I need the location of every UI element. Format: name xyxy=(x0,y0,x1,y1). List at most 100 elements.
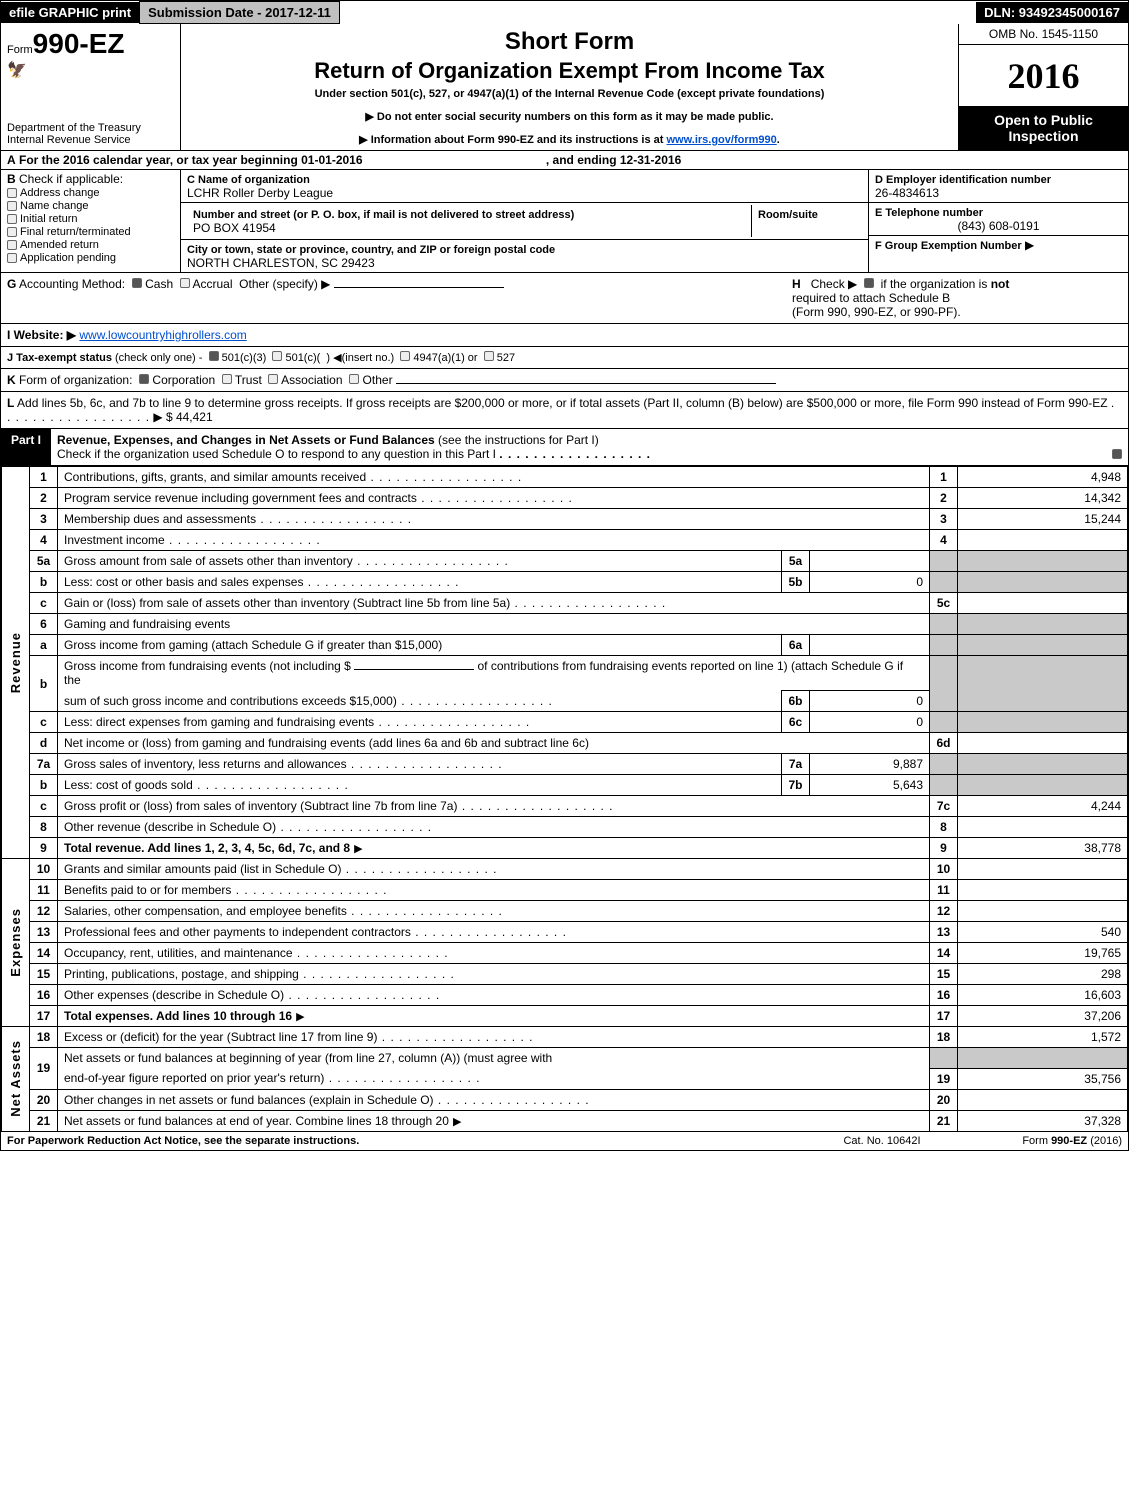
part1-title-sub: (see the instructions for Part I) xyxy=(438,433,599,447)
header-row: Form990-EZ 🦅 Department of the Treasury … xyxy=(1,24,1128,151)
irs-link[interactable]: www.irs.gov/form990 xyxy=(667,134,777,146)
line-7c: c Gross profit or (loss) from sales of i… xyxy=(2,796,1128,817)
cell-street: Number and street (or P. O. box, if mail… xyxy=(181,203,868,240)
l19-amt: 35,756 xyxy=(958,1068,1128,1089)
netassets-side-text: Net Assets xyxy=(8,1040,23,1117)
check-final[interactable]: Final return/terminated xyxy=(7,226,174,238)
l21-colnum: 21 xyxy=(930,1110,958,1131)
l5c-desc: Gain or (loss) from sale of assets other… xyxy=(58,593,930,614)
l19-desc1: Net assets or fund balances at beginning… xyxy=(58,1048,930,1069)
dln-label: DLN: 93492345000167 xyxy=(976,2,1128,23)
check-address[interactable]: Address change xyxy=(7,187,174,199)
a-end: , and ending 12-31-2016 xyxy=(546,153,681,167)
part1-title-cell: Revenue, Expenses, and Changes in Net As… xyxy=(51,429,1128,465)
l12-desc-text: Salaries, other compensation, and employ… xyxy=(64,904,347,918)
l6a-desc: Gross income from gaming (attach Schedul… xyxy=(58,635,782,656)
k-other-line[interactable] xyxy=(396,383,776,384)
j-4947-check-icon[interactable] xyxy=(400,351,410,361)
l6d-colnum: 6d xyxy=(930,733,958,754)
section-bcdef: B Check if applicable: Address change Na… xyxy=(1,170,1128,273)
g-label: G xyxy=(7,277,16,291)
l19-dots xyxy=(324,1071,480,1085)
line-18: Net Assets 18 Excess or (deficit) for th… xyxy=(2,1027,1128,1048)
h-not: not xyxy=(991,277,1010,291)
k-corp: Corporation xyxy=(152,373,215,387)
part1-title: Revenue, Expenses, and Changes in Net As… xyxy=(57,433,435,447)
l5b-desc: Less: cost or other basis and sales expe… xyxy=(58,572,782,593)
l20-num: 20 xyxy=(30,1089,58,1110)
check-initial[interactable]: Initial return xyxy=(7,213,174,225)
header-right: OMB No. 1545-1150 2016 Open to Public In… xyxy=(958,24,1128,150)
j-527-check-icon[interactable] xyxy=(484,351,494,361)
f-label: F Group Exemption Number xyxy=(875,240,1022,252)
l14-dots xyxy=(293,946,449,960)
part1-schedule-o-check-icon[interactable] xyxy=(1112,449,1122,459)
l14-colnum: 14 xyxy=(930,943,958,964)
l7b-shade1 xyxy=(930,775,958,796)
k-other-check-icon[interactable] xyxy=(349,374,359,384)
l6c-shade1 xyxy=(930,712,958,733)
l3-amt: 15,244 xyxy=(958,509,1128,530)
l21-amt: 37,328 xyxy=(958,1110,1128,1131)
l4-colnum: 4 xyxy=(930,530,958,551)
l7a-dots xyxy=(347,757,503,771)
l17-colnum: 17 xyxy=(930,1006,958,1027)
radio-cash-icon[interactable] xyxy=(132,278,142,288)
cell-ein: D Employer identification number 26-4834… xyxy=(869,170,1128,203)
l19-shade1 xyxy=(930,1048,958,1069)
l10-desc-text: Grants and similar amounts paid (list in… xyxy=(64,862,341,876)
l7b-inner-val: 5,643 xyxy=(810,775,930,796)
j-527: 527 xyxy=(497,352,515,364)
l1-colnum: 1 xyxy=(930,467,958,488)
footer-right-c: (2016) xyxy=(1087,1135,1122,1147)
l9-desc-text: Total revenue. Add lines 1, 2, 3, 4, 5c,… xyxy=(64,841,350,855)
check-address-label: Address change xyxy=(20,187,100,199)
omb-number: OMB No. 1545-1150 xyxy=(959,24,1128,45)
check-name[interactable]: Name change xyxy=(7,200,174,212)
l6-shade1 xyxy=(930,614,958,635)
l6b-fill[interactable] xyxy=(354,669,474,670)
footer-center: Cat. No. 10642I xyxy=(802,1135,962,1147)
part1-dots xyxy=(499,447,651,461)
l19-desc-text: Net assets or fund balances at beginning… xyxy=(64,1051,552,1065)
cash-label: Cash xyxy=(145,277,173,291)
l19-desc2-text: end-of-year figure reported on prior yea… xyxy=(64,1071,324,1085)
l6d-amt xyxy=(958,733,1128,754)
open-to-public: Open to Public Inspection xyxy=(959,106,1128,150)
h-checkbox-icon[interactable] xyxy=(864,278,874,288)
j-501c3-check-icon[interactable] xyxy=(209,351,219,361)
section-a-row: A For the 2016 calendar year, or tax yea… xyxy=(1,151,1128,170)
l9-num: 9 xyxy=(30,838,58,859)
l6b-shade2 xyxy=(958,656,1128,712)
warn2-pre: ▶ Information about Form 990-EZ and its … xyxy=(359,134,666,146)
l5b-inner-num: 5b xyxy=(782,572,810,593)
a-text: For the 2016 calendar year, or tax year … xyxy=(19,153,363,167)
j-501c-check-icon[interactable] xyxy=(272,351,282,361)
l7b-shade2 xyxy=(958,775,1128,796)
line-1: Revenue 1 Contributions, gifts, grants, … xyxy=(2,467,1128,488)
check-pending[interactable]: Application pending xyxy=(7,252,174,264)
l5a-inner-val xyxy=(810,551,930,572)
l-label: L xyxy=(7,396,14,410)
room-lbl: Room/suite xyxy=(758,209,818,221)
warn2-post: . xyxy=(777,134,780,146)
l5b-inner-val: 0 xyxy=(810,572,930,593)
l6-desc: Gaming and fundraising events xyxy=(58,614,930,635)
footer-right: Form 990-EZ (2016) xyxy=(962,1135,1122,1147)
other-specify-line[interactable] xyxy=(334,287,504,288)
line-6b-1: b Gross income from fundraising events (… xyxy=(2,656,1128,691)
k-corp-check-icon[interactable] xyxy=(139,374,149,384)
website-link[interactable]: www.lowcountryhighrollers.com xyxy=(79,328,246,342)
l3-desc: Membership dues and assessments xyxy=(58,509,930,530)
k-trust-check-icon[interactable] xyxy=(222,374,232,384)
k-assoc-check-icon[interactable] xyxy=(268,374,278,384)
l11-colnum: 11 xyxy=(930,880,958,901)
l1-desc: Contributions, gifts, grants, and simila… xyxy=(58,467,930,488)
l1-amt: 4,948 xyxy=(958,467,1128,488)
check-amended[interactable]: Amended return xyxy=(7,239,174,251)
l13-colnum: 13 xyxy=(930,922,958,943)
l5b-dots xyxy=(303,575,459,589)
l14-num: 14 xyxy=(30,943,58,964)
radio-accrual-icon[interactable] xyxy=(180,278,190,288)
d-label: D Employer identification number xyxy=(875,174,1051,186)
